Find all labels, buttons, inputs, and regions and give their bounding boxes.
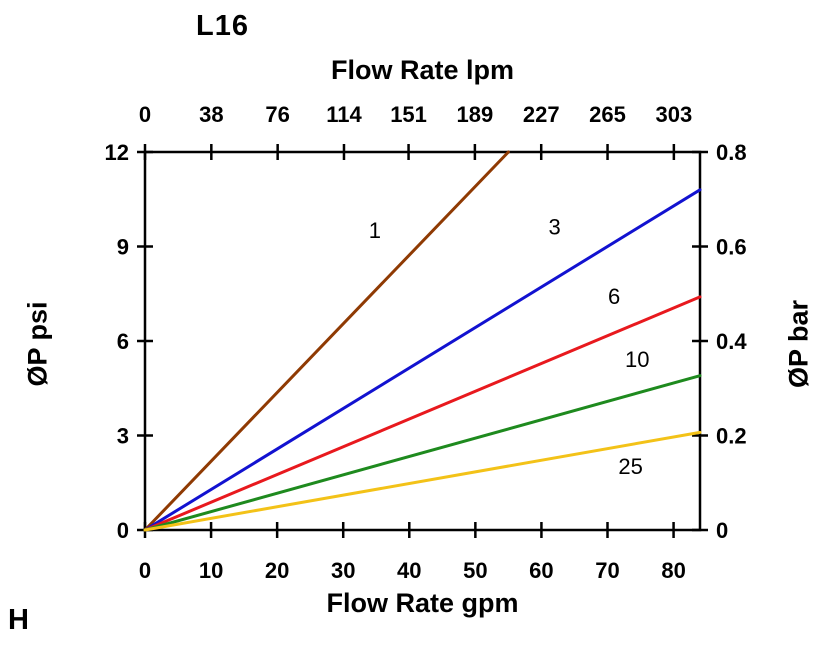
right-axis-tick-label: 0.2 [716,424,747,449]
series-line-3 [143,188,702,532]
left-axis-tick-label: 3 [117,424,129,449]
right-axis-title: ØP bar [783,299,814,389]
bottom-axis-tick-label: 60 [529,558,553,583]
series-label-25: 25 [618,454,642,479]
right-axis-tick-label: 0.8 [716,140,747,165]
top-axis-tick-label: 189 [457,102,494,127]
series-line-1 [143,150,510,532]
top-axis-tick-label: 76 [265,102,289,127]
series-label-10: 10 [625,347,649,372]
bottom-axis-tick-label: 70 [595,558,619,583]
bottom-axis-tick-label: 80 [661,558,685,583]
top-axis-tick-label: 0 [139,102,151,127]
series-line-10 [143,374,702,532]
top-axis-tick-label: 265 [589,102,626,127]
right-axis-tick-label: 0.6 [716,235,747,260]
series-label-1: 1 [369,218,381,243]
right-axis-tick-label: 0 [716,518,728,543]
left-axis-tick-label: 0 [117,518,129,543]
bottom-axis-tick-label: 50 [463,558,487,583]
right-axis-tick-label: 0.4 [716,329,747,354]
chart-title: L16 [196,10,249,42]
corner-label: H [8,604,29,636]
bottom-axis-tick-label: 40 [397,558,421,583]
series-label-6: 6 [608,284,620,309]
top-axis-tick-label: 303 [656,102,693,127]
top-axis-title: Flow Rate lpm [330,55,514,85]
bottom-axis-tick-label: 20 [265,558,289,583]
top-axis-tick-label: 151 [390,102,427,127]
left-axis-tick-label: 9 [117,235,129,260]
top-axis-tick-label: 114 [326,102,362,127]
bottom-axis-tick-label: 0 [139,558,151,583]
bottom-axis-title: Flow Rate gpm [326,588,519,618]
series-label-3: 3 [549,215,561,240]
series-line-25 [143,430,702,532]
left-axis-title: ØP psi [22,301,53,387]
bottom-axis-tick-label: 30 [331,558,355,583]
series-line-6 [143,295,702,532]
plot-frame [143,150,702,532]
top-axis-tick-label: 227 [523,102,560,127]
top-axis-tick-label: 38 [199,102,223,127]
left-axis-tick-label: 12 [105,140,129,165]
left-axis-tick-label: 6 [117,329,129,354]
bottom-axis-tick-label: 10 [199,558,223,583]
